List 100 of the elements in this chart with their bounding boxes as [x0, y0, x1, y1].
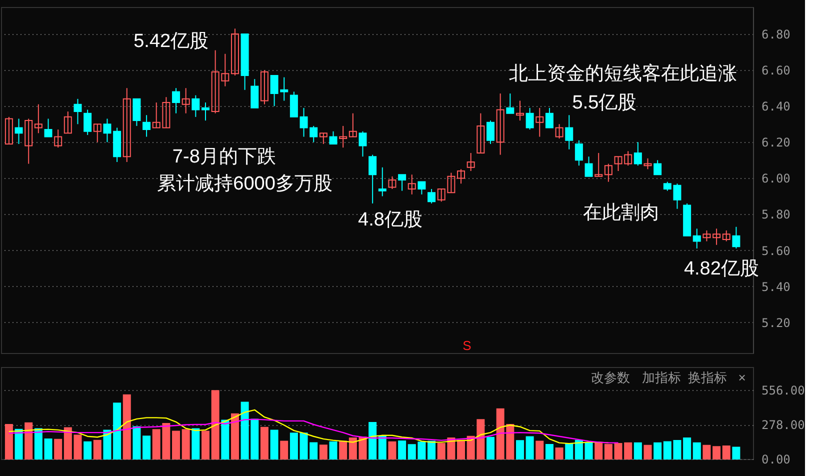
- candlestick: [378, 166, 386, 197]
- bar: [565, 443, 574, 460]
- bar: [594, 442, 603, 460]
- bar: [202, 430, 210, 460]
- bar: [584, 442, 593, 460]
- annotation: 5.42亿股: [134, 31, 209, 52]
- candlestick: [64, 111, 72, 134]
- candlestick: [368, 154, 377, 204]
- candlestick: [122, 88, 131, 162]
- bar: [14, 428, 23, 460]
- bar: [526, 436, 534, 460]
- candlestick: [348, 112, 357, 138]
- annotation: 4.8亿股: [358, 210, 422, 231]
- bar: [221, 420, 230, 460]
- candlestick: [74, 98, 82, 125]
- candlestick: [250, 78, 259, 108]
- bar: [545, 444, 554, 460]
- bar: [378, 436, 386, 460]
- bar: [634, 442, 642, 460]
- candlestick: [192, 94, 200, 118]
- candlestick: [182, 88, 190, 114]
- y-tick-label: 6.80: [762, 28, 790, 42]
- y-tick-label: 0.00: [762, 452, 790, 466]
- candlestick: [44, 118, 52, 138]
- candlestick: [584, 156, 593, 177]
- bar: [211, 390, 220, 460]
- bar: [732, 446, 740, 460]
- candlestick: [398, 174, 406, 192]
- candlestick: [408, 174, 416, 195]
- candlestick: [476, 112, 485, 154]
- candlestick: [14, 118, 23, 144]
- bar: [230, 413, 239, 460]
- candlestick: [84, 109, 92, 136]
- bar: [192, 428, 200, 460]
- y-tick-label: 5.20: [762, 316, 790, 330]
- bar: [54, 438, 62, 460]
- annotation: 北上资金的短线客在此追涨: [509, 62, 738, 85]
- candlestick: [574, 140, 583, 166]
- bar: [428, 440, 436, 460]
- bar: [172, 430, 180, 460]
- bar: [270, 430, 278, 460]
- bar: [398, 440, 406, 460]
- candlestick: [496, 93, 504, 156]
- candlestick: [594, 152, 603, 177]
- y-tick-label: 278.00: [762, 418, 805, 432]
- annotation: 4.82亿股: [684, 258, 759, 280]
- y-tick-label: 6.20: [762, 136, 790, 150]
- bar: [692, 442, 701, 460]
- annotation: 累计减持6000多万股: [157, 174, 332, 195]
- bar: [339, 440, 348, 460]
- candlestick: [132, 98, 141, 126]
- annotation: 加指标: [642, 370, 681, 386]
- candlestick: [54, 129, 62, 148]
- candlestick: [319, 132, 328, 144]
- bar: [536, 440, 544, 460]
- bar: [4, 424, 13, 460]
- candlestick: [172, 88, 180, 114]
- bar: [319, 444, 328, 460]
- bar: [683, 437, 692, 460]
- candlestick: [428, 188, 436, 204]
- annotation: 换指标: [688, 370, 728, 386]
- bar: [457, 440, 466, 460]
- candlestick: [536, 107, 544, 138]
- bar: [44, 438, 52, 460]
- y-tick-label: 6.00: [762, 172, 790, 186]
- bar: [24, 422, 33, 460]
- annotation: 7-8月的下跌: [172, 146, 276, 168]
- y-tick-label: 5.80: [762, 208, 790, 222]
- bar: [290, 432, 298, 460]
- line-series: [8, 418, 619, 444]
- candlestick: [103, 118, 112, 143]
- bar: [182, 429, 190, 460]
- bar: [644, 444, 652, 460]
- bar: [486, 436, 494, 460]
- bar: [604, 444, 612, 460]
- candlestick: [329, 130, 338, 144]
- bar: [329, 441, 338, 460]
- candlestick: [24, 118, 33, 164]
- bar: [103, 430, 112, 460]
- candlestick: [516, 100, 524, 122]
- bar: [34, 428, 42, 460]
- candlestick: [712, 228, 721, 246]
- bar: [280, 440, 288, 460]
- candlestick: [388, 176, 396, 190]
- candlestick: [486, 120, 494, 144]
- candlestick: [93, 124, 102, 143]
- candlestick: [339, 125, 348, 148]
- candlestick: [654, 160, 662, 176]
- candlestick: [565, 114, 574, 150]
- bar: [574, 440, 583, 460]
- bar: [555, 447, 564, 460]
- candlestick: [290, 91, 298, 118]
- bar: [654, 442, 662, 460]
- bar: [712, 446, 721, 460]
- candlestick: [692, 228, 701, 249]
- bar: [260, 426, 268, 460]
- bar: [142, 436, 151, 460]
- y-tick-label: 6.60: [762, 64, 790, 78]
- candlestick: [644, 158, 652, 170]
- bar: [122, 394, 131, 460]
